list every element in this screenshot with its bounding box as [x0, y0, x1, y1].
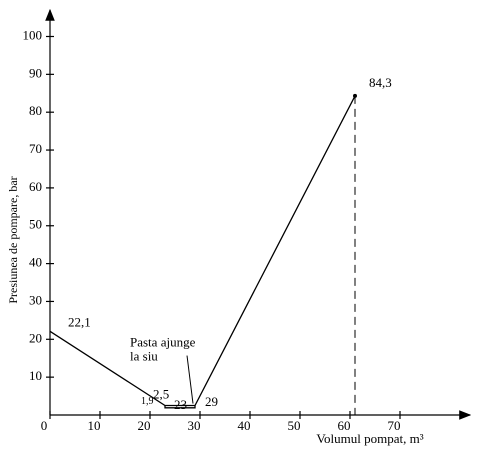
x-tick-label: 70 [388, 418, 401, 433]
y-tick-label: 90 [29, 65, 42, 80]
data-label: 2,5 [153, 387, 169, 402]
x-tick-label: 10 [88, 418, 101, 433]
data-label: 1,9 [141, 396, 154, 407]
y-tick-label: 20 [29, 330, 42, 345]
x-tick-label: 20 [138, 418, 151, 433]
data-label: 84,3 [369, 75, 392, 90]
y-tick-label: 60 [29, 179, 42, 194]
data-line [164, 405, 196, 409]
leader-line [186, 355, 194, 404]
y-tick-label: 10 [29, 368, 42, 383]
y-axis-label: Presiunea de pompare, bar [6, 176, 20, 303]
x-tick-label: 50 [288, 418, 301, 433]
y-tick-label: 80 [29, 103, 42, 118]
annotation: la siu [130, 349, 158, 364]
y-tick-label: 50 [29, 217, 42, 232]
y-tick-label: 70 [29, 141, 42, 156]
data-label: 22,1 [68, 314, 91, 329]
x-axis-label: Volumul pompat, m³ [316, 431, 423, 446]
data-label: 29 [205, 394, 218, 409]
data-line [49, 95, 356, 407]
x-tick-label: 0 [41, 418, 48, 433]
y-tick-label: 100 [23, 27, 43, 42]
x-tick-label: 30 [188, 418, 201, 433]
y-tick-label: 40 [29, 255, 42, 270]
y-tick-label: 30 [29, 292, 42, 307]
x-tick-label: 40 [238, 418, 251, 433]
annotation: Pasta ajunge [130, 335, 196, 350]
peak-point [353, 93, 357, 98]
x-tick-label: 60 [338, 418, 351, 433]
data-label: 23 [174, 397, 187, 412]
